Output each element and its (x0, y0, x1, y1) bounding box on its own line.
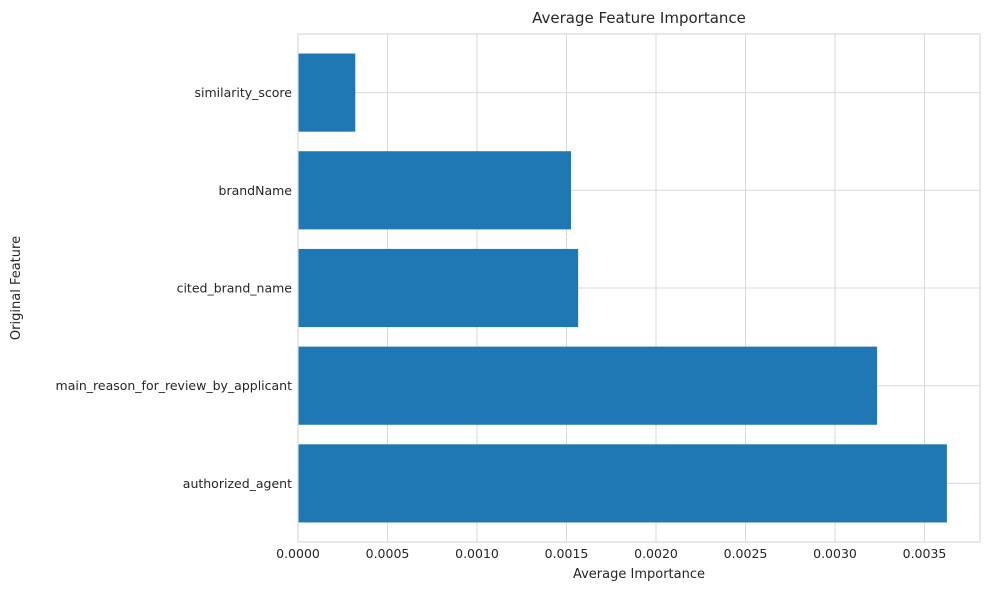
x-tick-label: 0.0005 (366, 546, 410, 561)
bars (298, 53, 947, 523)
y-tick-label: authorized_agent (183, 476, 292, 491)
chart-title: Average Feature Importance (532, 9, 746, 27)
x-tick-label: 0.0030 (813, 546, 857, 561)
x-tick-label: 0.0025 (724, 546, 768, 561)
y-tick-label: brandName (219, 183, 293, 198)
bar-similarity-score (298, 53, 356, 132)
plot-frame (297, 33, 981, 543)
bar-main-reason-for-review-by-applicant (298, 346, 878, 425)
y-tick-label: similarity_score (194, 85, 292, 100)
bar-cited-brand-name (298, 248, 579, 328)
x-axis-title: Average Importance (573, 567, 705, 582)
x-tick-label: 0.0015 (545, 546, 589, 561)
bar-brandname (298, 151, 571, 230)
y-tick-label: main_reason_for_review_by_applicant (56, 378, 293, 393)
y-tick-labels: authorized_agent main_reason_for_review_b… (56, 85, 293, 491)
x-tick-labels: 0.0000 0.0005 0.0010 0.0015 0.0020 0.0025 0.00… (276, 546, 946, 561)
x-tick-label: 0.0035 (903, 546, 947, 561)
x-tick-label: 0.0020 (634, 546, 678, 561)
bar-authorized-agent (298, 444, 947, 523)
x-tick-label: 0.0000 (276, 546, 320, 561)
x-tick-label: 0.0010 (455, 546, 499, 561)
y-tick-label: cited_brand_name (177, 281, 293, 296)
y-axis-title: Original Feature (9, 236, 24, 340)
